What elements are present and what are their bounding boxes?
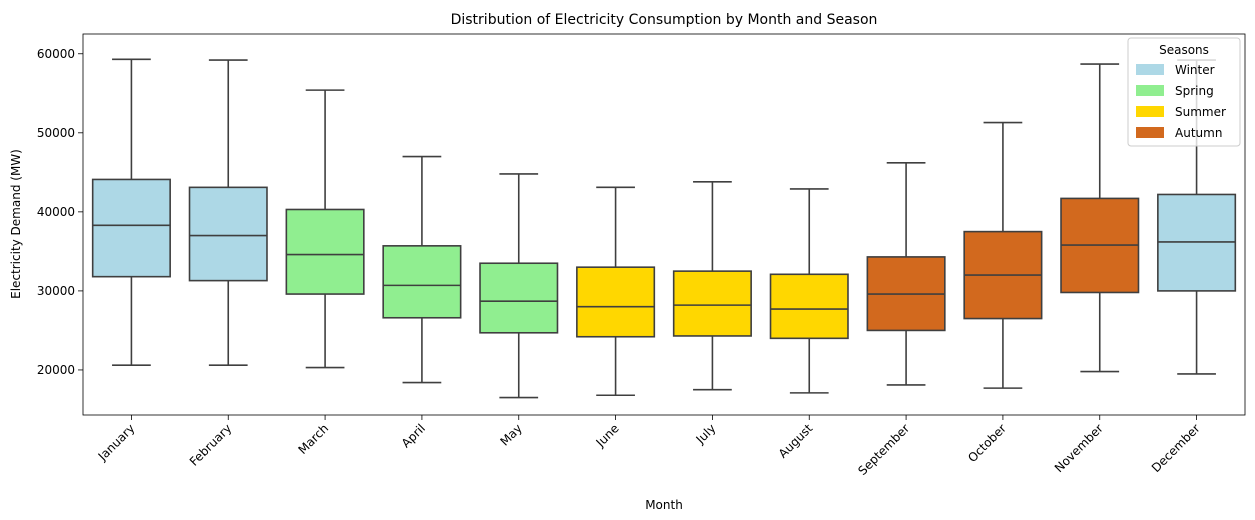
legend-swatch-winter	[1136, 64, 1164, 75]
legend: Seasons Winter Spring Summer Autumn	[1127, 37, 1241, 147]
plot-frame	[82, 33, 1246, 416]
box-june	[576, 186, 656, 397]
box-plot-area	[91, 58, 1237, 399]
y-axis-label: Electricity Demand (MW)	[9, 149, 23, 299]
x-tick-label: November	[1052, 421, 1106, 475]
y-axis: 20000 30000 40000 50000 60000	[37, 47, 83, 377]
x-tick-label: May	[497, 421, 524, 448]
legend-swatch-autumn	[1136, 127, 1164, 138]
box-iqr	[91, 178, 171, 278]
box-iqr	[479, 262, 559, 334]
x-tick-label: February	[187, 421, 235, 469]
y-tick-label: 20000	[37, 363, 75, 377]
y-tick-label: 60000	[37, 47, 75, 61]
legend-swatch-spring	[1136, 85, 1164, 96]
x-tick-label: September	[855, 421, 912, 478]
x-tick-label: April	[399, 421, 428, 450]
y-tick-label: 30000	[37, 284, 75, 298]
box-january	[91, 58, 171, 367]
chart-title: Distribution of Electricity Consumption …	[451, 12, 878, 28]
x-axis-label: Month	[645, 498, 683, 512]
x-axis: January February March April May June July Augu…	[95, 415, 1203, 478]
y-tick-label: 40000	[37, 205, 75, 219]
y-tick-label: 50000	[37, 126, 75, 140]
box-february	[188, 59, 268, 367]
legend-label-summer: Summer	[1175, 105, 1226, 119]
box-iqr	[188, 186, 268, 282]
x-tick-label: December	[1149, 421, 1203, 475]
x-tick-label: July	[693, 421, 719, 447]
legend-label-winter: Winter	[1175, 63, 1215, 77]
x-tick-label: August	[776, 421, 816, 461]
legend-title: Seasons	[1159, 43, 1209, 57]
x-tick-label: March	[295, 421, 331, 457]
box-iqr	[769, 273, 849, 340]
x-tick-label: June	[593, 421, 622, 450]
legend-label-spring: Spring	[1175, 84, 1214, 98]
x-tick-label: October	[965, 421, 1009, 465]
box-iqr	[382, 245, 462, 319]
box-september	[866, 162, 946, 386]
box-iqr	[672, 270, 752, 337]
box-iqr	[576, 266, 656, 338]
box-october	[963, 121, 1043, 389]
legend-label-autumn: Autumn	[1175, 126, 1222, 140]
legend-swatch-summer	[1136, 106, 1164, 117]
box-may	[479, 173, 559, 399]
box-november	[1060, 63, 1140, 373]
box-march	[285, 89, 365, 369]
box-april	[382, 155, 462, 384]
box-iqr	[285, 208, 365, 295]
box-august	[769, 188, 849, 394]
box-december	[1157, 59, 1237, 375]
box-july	[672, 181, 752, 391]
x-tick-label: January	[95, 421, 138, 464]
